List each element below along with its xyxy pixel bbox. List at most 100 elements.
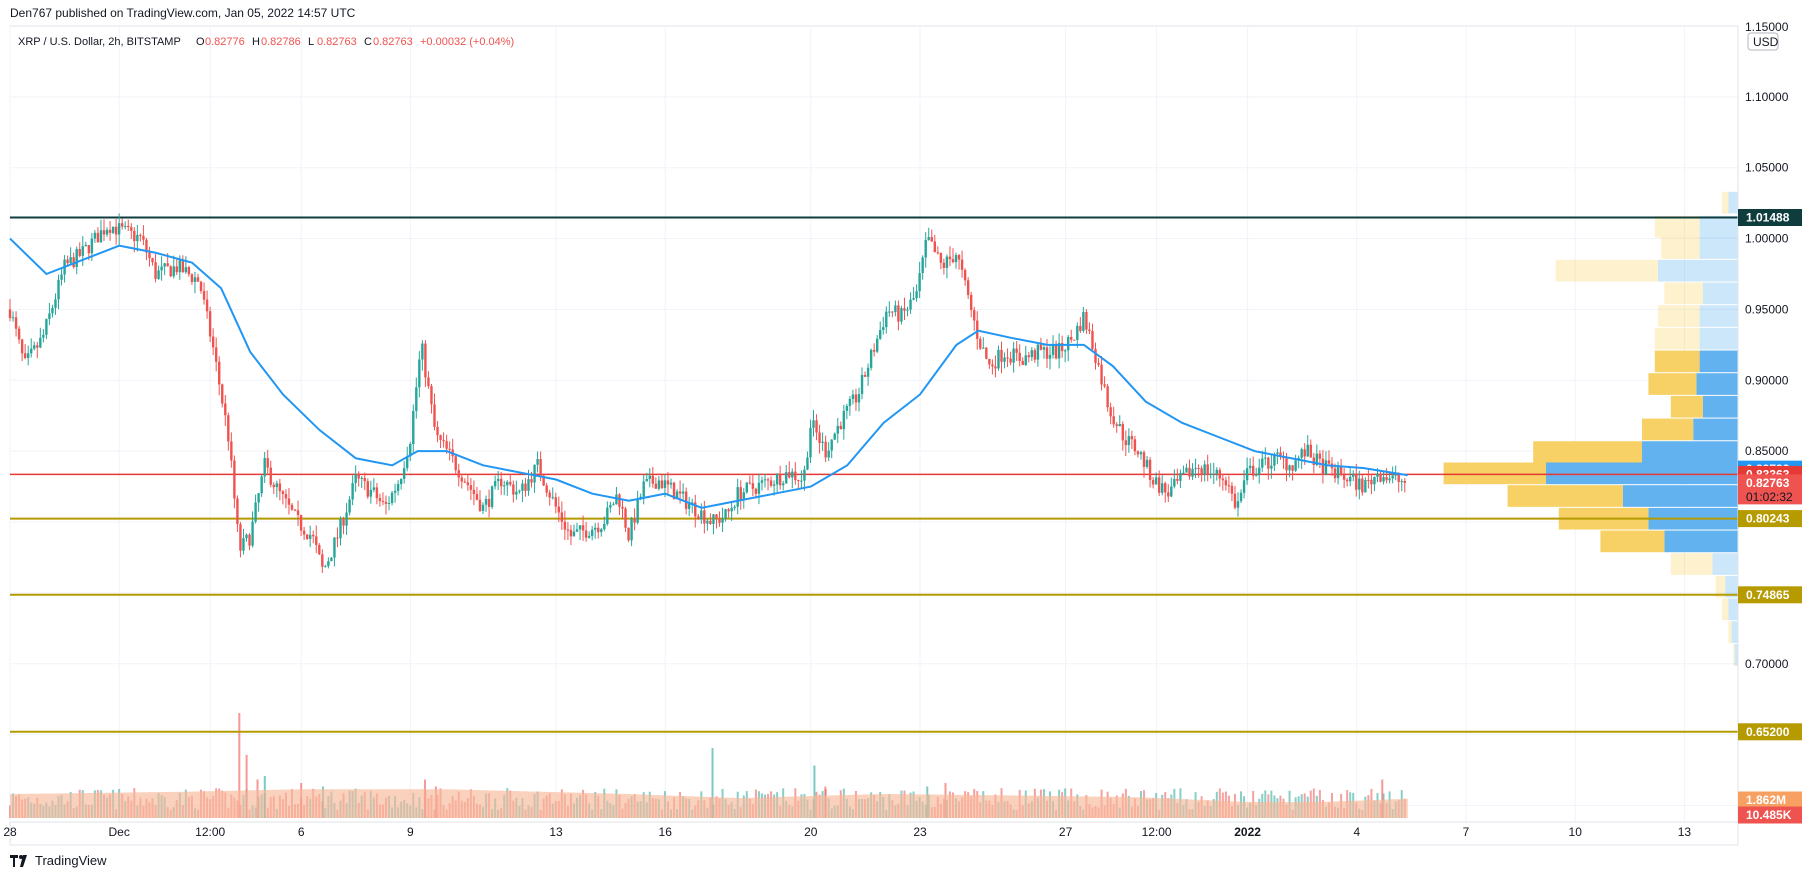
- candle-body: [748, 482, 752, 484]
- candle-body: [357, 474, 360, 479]
- candle-body: [318, 544, 321, 555]
- candle-body: [187, 267, 191, 275]
- candle-body: [263, 458, 266, 477]
- legend-h-value: 0.82786: [261, 36, 301, 48]
- candle-body: [1006, 357, 1009, 359]
- candle-body: [1100, 364, 1103, 385]
- candle-body: [96, 232, 100, 243]
- candle-body: [154, 262, 157, 279]
- candle-body: [569, 529, 573, 537]
- candle-body: [742, 492, 745, 500]
- time-axis[interactable]: 28 Dec 12:00 6 9 13 16 20 23 27 12:00 2022 4 7 10 13: [3, 821, 1738, 839]
- candle-body: [609, 504, 612, 508]
- volume-profile-down-bar: [1693, 418, 1738, 441]
- candle-body: [715, 514, 718, 519]
- candle-body: [430, 386, 433, 405]
- legend-symbol: XRP / U.S. Dollar, 2h, BITSTAMP: [18, 36, 181, 48]
- candle-body: [1239, 492, 1243, 502]
- candle-body: [1127, 436, 1131, 446]
- price-axis[interactable]: 1.10000 1.05000 1.00000 0.95000 0.90000 0.850…: [1737, 20, 1789, 845]
- candle-body: [393, 490, 397, 493]
- x-tick-label: 4: [1353, 825, 1360, 839]
- candle-body: [912, 298, 915, 300]
- candle-body: [736, 487, 739, 507]
- candle-body: [636, 498, 639, 523]
- candle-body: [778, 474, 782, 486]
- x-tick-label: 13: [549, 825, 563, 839]
- candle-body: [1224, 480, 1228, 486]
- candle-body: [933, 241, 936, 253]
- candle-body: [460, 477, 463, 482]
- candle-body: [1112, 416, 1115, 425]
- candle-body: [909, 299, 912, 310]
- candle-body: [1179, 473, 1182, 481]
- chart-grid: [9, 26, 1738, 822]
- candle-body: [69, 257, 72, 264]
- candle-body: [1309, 444, 1312, 458]
- candle-body: [845, 406, 849, 411]
- candle-body: [1321, 458, 1325, 475]
- candle-body: [117, 223, 121, 235]
- candle-body: [954, 255, 958, 263]
- candle-body: [942, 262, 946, 268]
- candle-body: [42, 334, 45, 338]
- candle-body: [278, 483, 282, 492]
- candle-body: [1051, 345, 1055, 355]
- candle-body: [1048, 354, 1052, 359]
- candle-body: [1015, 348, 1018, 353]
- candle-body: [906, 309, 909, 311]
- candle-body: [612, 504, 615, 506]
- candle-body: [415, 387, 418, 411]
- candle-body: [869, 349, 873, 368]
- candle-body: [1221, 478, 1225, 481]
- candle-body: [1339, 466, 1343, 476]
- candle-body: [1342, 475, 1346, 480]
- y-tick-label-top: 1.15000: [1745, 20, 1789, 34]
- candle-body: [806, 457, 809, 470]
- candle-body: [551, 497, 554, 499]
- candle-body: [1358, 478, 1361, 490]
- candle-body: [1306, 444, 1309, 457]
- legend-o-label: O: [196, 36, 205, 48]
- candle-body: [127, 225, 130, 228]
- candle-body: [20, 339, 24, 354]
- candle-body: [133, 230, 136, 242]
- candle-body: [1361, 478, 1364, 493]
- candle-body: [866, 367, 870, 377]
- candle-body: [772, 484, 776, 486]
- candle-body: [1285, 458, 1288, 471]
- candle-body: [794, 471, 797, 481]
- volume-profile-down-bar: [1702, 282, 1738, 305]
- candle-body: [1076, 325, 1079, 340]
- volume-profile-down-bar: [1712, 553, 1738, 575]
- candle-body: [1218, 469, 1222, 479]
- candle-body: [687, 503, 691, 509]
- level-badge-resistance-label: 1.01488: [1746, 210, 1790, 224]
- candle-body: [1191, 468, 1194, 477]
- volume-profile-up-bar: [1600, 530, 1665, 553]
- candle-body: [424, 343, 427, 378]
- candle-body: [836, 425, 839, 434]
- candle-body: [293, 509, 297, 511]
- x-tick-label: 13: [1678, 825, 1692, 839]
- candle-body: [1300, 449, 1303, 458]
- candle-body: [130, 227, 133, 231]
- legend-h-label: H: [252, 36, 260, 48]
- candle-body: [421, 343, 424, 360]
- candle-body: [1333, 468, 1337, 479]
- candle-body: [472, 489, 476, 495]
- legend-o-value: 0.82776: [205, 36, 245, 48]
- candle-body: [1400, 481, 1403, 483]
- candle-body: [157, 270, 160, 279]
- candle-body: [1139, 452, 1143, 455]
- volume-profile-down-bar: [1696, 373, 1738, 395]
- candle-body: [299, 515, 303, 531]
- candle-body: [1036, 344, 1040, 360]
- legend-change: +0.00032 (+0.04%): [420, 36, 514, 48]
- candle-body: [1042, 347, 1046, 350]
- tradingview-footer[interactable]: TradingView: [10, 853, 107, 868]
- candle-body: [675, 491, 679, 500]
- candle-body: [1206, 464, 1209, 475]
- volume-profile-up-bar: [1443, 462, 1546, 485]
